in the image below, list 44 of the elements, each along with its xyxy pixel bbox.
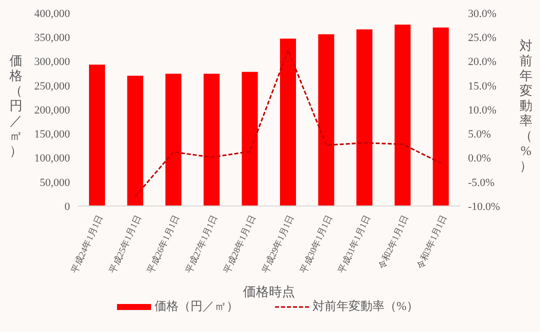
x-tick-label: 令和2年1月1日 <box>376 213 410 271</box>
y-tick-label: 350,000 <box>34 32 70 44</box>
x-tick-label: 令和3年1月1日 <box>414 213 449 271</box>
x-tick-label: 平成25年1月1日 <box>107 213 143 275</box>
x-tick-label: 平成27年1月1日 <box>184 213 220 275</box>
bar <box>89 64 105 206</box>
line-series <box>134 49 442 198</box>
x-tick-label: 平成24年1月1日 <box>69 213 105 275</box>
bar <box>318 34 334 206</box>
y2-tick-label: 5.0% <box>468 128 491 141</box>
y2-tick-label: 15.0% <box>468 80 496 92</box>
y-tick-label: 400,000 <box>34 8 70 20</box>
y-tick-label: 0 <box>64 200 70 213</box>
x-tick-label: 平成28年1月1日 <box>222 213 258 275</box>
y-tick-label: 150,000 <box>34 128 70 141</box>
bar <box>432 27 449 206</box>
y2-tick-label: 25.0% <box>468 32 496 44</box>
bar <box>356 29 372 206</box>
bar <box>394 24 411 206</box>
y-tick-label: 200,000 <box>34 104 70 116</box>
x-tick-label: 平成29年1月1日 <box>260 213 296 275</box>
y2-tick-label: 10.0% <box>468 104 496 116</box>
bar <box>165 74 182 206</box>
text: 対前年変動率（%） <box>520 38 532 172</box>
y2-tick-label: 20.0% <box>468 56 496 68</box>
x-tick-label: 平成31年1月1日 <box>336 213 372 275</box>
x-axis-title: 価格時点 <box>243 284 295 299</box>
bar <box>280 38 296 206</box>
y2-tick-label: -5.0% <box>468 176 495 189</box>
bar <box>204 74 220 206</box>
y-tick-label: 50,000 <box>40 176 70 189</box>
bar <box>242 72 258 206</box>
y2-tick-label: -10.0% <box>468 200 500 213</box>
bar <box>127 76 144 206</box>
y2-tick-label: 30.0% <box>468 8 496 20</box>
x-tick-label: 平成30年1月1日 <box>298 213 334 275</box>
y-axis-title: 価格（円／㎡） <box>10 52 22 158</box>
x-tick-label: 平成26年1月1日 <box>145 213 182 275</box>
legend-label: 対前年変動率（%） <box>312 298 418 315</box>
y-tick-label: 300,000 <box>34 56 70 68</box>
y2-tick-label: 0.0% <box>468 152 491 165</box>
y-tick-label: 100,000 <box>34 152 70 165</box>
legend-label: 価格（円／㎡） <box>154 298 238 315</box>
y-tick-label: 250,000 <box>34 80 70 92</box>
